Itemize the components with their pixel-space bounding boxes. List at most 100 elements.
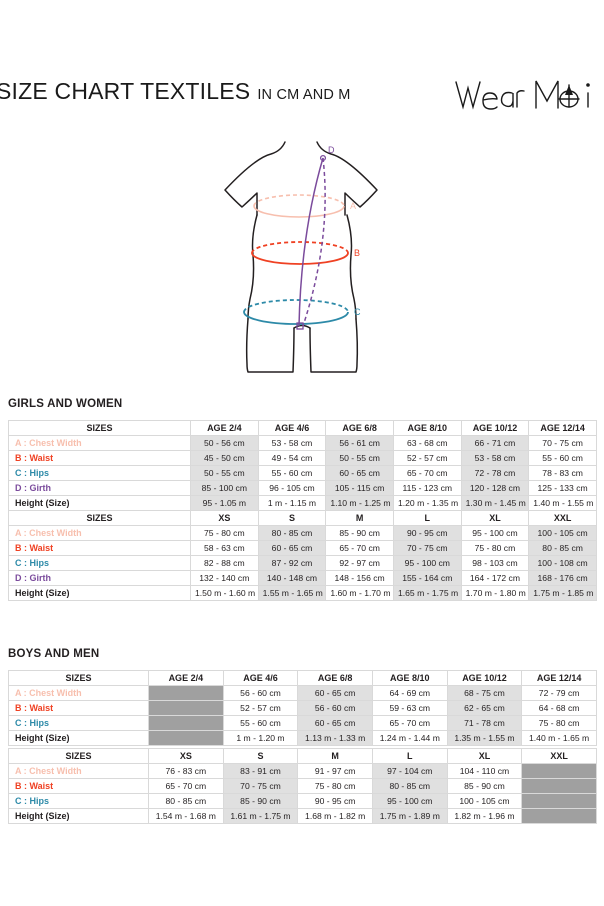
cell-measurement: 63 - 68 cm — [392, 435, 462, 451]
cell-measurement: 85 - 90 cm — [325, 525, 394, 541]
table-row: C : Hips 50 - 55 cm 55 - 60 cm 60 - 65 cm 65… — [8, 465, 597, 481]
column-header: S — [222, 748, 299, 764]
cell-measurement: 1.61 m - 1.75 m — [222, 808, 299, 824]
cell-measurement: 56 - 61 cm — [325, 435, 394, 451]
cell-measurement: 1.50 m - 1.60 m — [190, 585, 259, 601]
cell-measurement: 95 - 100 cm — [392, 555, 462, 571]
column-header: AGE 4/6 — [222, 670, 299, 686]
row-label-waist: B : Waist — [8, 540, 191, 556]
table-row: A : Chest Width 56 - 60 cm 60 - 65 cm 64 - … — [8, 685, 597, 701]
cell-measurement: 65 - 70 cm — [325, 540, 394, 556]
cell-measurement: 168 - 176 cm — [528, 570, 597, 586]
cell-measurement: 85 - 90 cm — [222, 793, 299, 809]
cell-measurement: 148 - 156 cm — [325, 570, 394, 586]
cell-measurement: 1.65 m - 1.75 m — [392, 585, 462, 601]
cell-measurement: 49 - 54 cm — [257, 450, 327, 466]
cell-measurement: 105 - 115 cm — [325, 480, 394, 496]
table-row: D : Girth 132 - 140 cm 140 - 148 cm 148 - 1… — [8, 570, 597, 586]
table-girls-women-size: SIZES XS S M L XL XXL A : Chest Width 75 - 80 cm… — [8, 510, 597, 601]
table-boys-men-age: SIZES AGE 2/4 AGE 4/6 AGE 6/8 AGE 8/10 AGE 10… — [8, 670, 597, 746]
cell-measurement: 80 - 85 cm — [257, 525, 327, 541]
cell-measurement: 80 - 85 cm — [371, 778, 448, 794]
column-header: S — [257, 510, 327, 526]
cell-measurement: 64 - 69 cm — [371, 685, 448, 701]
cell-measurement: 132 - 140 cm — [190, 570, 259, 586]
cell-measurement: 100 - 105 cm — [446, 793, 523, 809]
cell-measurement: 104 - 110 cm — [446, 763, 523, 779]
cell-measurement: 80 - 85 cm — [528, 540, 597, 556]
column-header: AGE 10/12 — [446, 670, 523, 686]
cell-measurement: 96 - 105 cm — [257, 480, 327, 496]
row-label-girth: D : Girth — [8, 480, 191, 496]
cell-unavailable — [148, 685, 224, 701]
column-header-sizes: SIZES — [8, 748, 149, 764]
column-header: AGE 8/10 — [371, 670, 448, 686]
column-header: M — [297, 748, 373, 764]
cell-measurement: 1.54 m - 1.68 m — [148, 808, 224, 824]
cell-measurement: 1.13 m - 1.33 m — [297, 730, 373, 746]
cell-measurement: 64 - 68 cm — [521, 700, 597, 716]
cell-measurement: 72 - 79 cm — [521, 685, 597, 701]
girth-measure-line: D — [296, 145, 335, 330]
cell-measurement: 1.10 m - 1.25 m — [325, 495, 394, 511]
cell-measurement: 100 - 108 cm — [528, 555, 597, 571]
cell-measurement: 1.75 m - 1.89 m — [371, 808, 448, 824]
section-title-boys-men: BOYS AND MEN — [8, 648, 100, 660]
figure-label-b: B — [354, 248, 360, 258]
cell-measurement: 1.24 m - 1.44 m — [371, 730, 448, 746]
wear-moi-logo — [455, 80, 590, 110]
page-title-main: SIZE CHART TEXTILES — [0, 78, 251, 104]
cell-measurement: 58 - 63 cm — [190, 540, 259, 556]
cell-unavailable — [521, 778, 597, 794]
cell-measurement: 75 - 80 cm — [190, 525, 259, 541]
column-header: XL — [460, 510, 530, 526]
table-row: B : Waist 45 - 50 cm 49 - 54 cm 50 - 55 cm 5… — [8, 450, 597, 466]
cell-unavailable — [148, 700, 224, 716]
table-row: Height (Size) 1.50 m - 1.60 m 1.55 m - 1.6… — [8, 585, 597, 601]
cell-measurement: 140 - 148 cm — [257, 570, 327, 586]
table-girls-women-age: SIZES AGE 2/4 AGE 4/6 AGE 6/8 AGE 8/10 AGE 10… — [8, 420, 597, 511]
table-row: Height (Size) 1.54 m - 1.68 m 1.61 m - 1.7… — [8, 808, 597, 824]
cell-measurement: 50 - 56 cm — [190, 435, 259, 451]
column-header: L — [392, 510, 462, 526]
cell-measurement: 71 - 78 cm — [446, 715, 523, 731]
cell-measurement: 1.75 m - 1.85 m — [528, 585, 597, 601]
page-title: SIZE CHART TEXTILES IN CM AND M — [0, 78, 351, 105]
section-title-girls-women: GIRLS AND WOMEN — [8, 398, 123, 410]
cell-measurement: 65 - 70 cm — [392, 465, 462, 481]
cell-measurement: 52 - 57 cm — [222, 700, 299, 716]
cell-measurement: 70 - 75 cm — [222, 778, 299, 794]
row-label-waist: B : Waist — [8, 700, 149, 716]
column-header: AGE 6/8 — [325, 420, 394, 436]
row-label-chest: A : Chest Width — [8, 763, 149, 779]
row-label-chest: A : Chest Width — [8, 685, 149, 701]
hips-measure-ring: C — [243, 299, 361, 325]
cell-measurement: 1.82 m - 1.96 m — [446, 808, 523, 824]
cell-measurement: 55 - 60 cm — [222, 715, 299, 731]
column-header: AGE 10/12 — [460, 420, 530, 436]
table-boys-men-size: SIZES XS S M L XL XXL A : Chest Width 76 - 83 cm… — [8, 748, 597, 824]
cell-measurement: 1.40 m - 1.55 m — [528, 495, 597, 511]
table-row: C : Hips 80 - 85 cm 85 - 90 cm 90 - 95 cm 95… — [8, 793, 597, 809]
column-header: AGE 12/14 — [521, 670, 597, 686]
cell-measurement: 1.40 m - 1.65 m — [521, 730, 597, 746]
cell-unavailable — [148, 730, 224, 746]
cell-measurement: 125 - 133 cm — [528, 480, 597, 496]
cell-measurement: 87 - 92 cm — [257, 555, 327, 571]
cell-measurement: 75 - 80 cm — [460, 540, 530, 556]
table-row: A : Chest Width 50 - 56 cm 53 - 58 cm 56 - … — [8, 435, 597, 451]
column-header-sizes: SIZES — [8, 670, 149, 686]
cell-measurement: 50 - 55 cm — [325, 450, 394, 466]
cell-measurement: 50 - 55 cm — [190, 465, 259, 481]
row-label-height: Height (Size) — [8, 808, 149, 824]
cell-measurement: 65 - 70 cm — [148, 778, 224, 794]
cell-measurement: 1 m - 1.15 m — [257, 495, 327, 511]
row-label-hips: C : Hips — [8, 555, 191, 571]
cell-measurement: 92 - 97 cm — [325, 555, 394, 571]
cell-measurement: 66 - 71 cm — [460, 435, 530, 451]
cell-measurement: 62 - 65 cm — [446, 700, 523, 716]
column-header: XS — [148, 748, 224, 764]
measurement-figure: A B C D — [0, 138, 604, 386]
column-header: AGE 6/8 — [297, 670, 373, 686]
